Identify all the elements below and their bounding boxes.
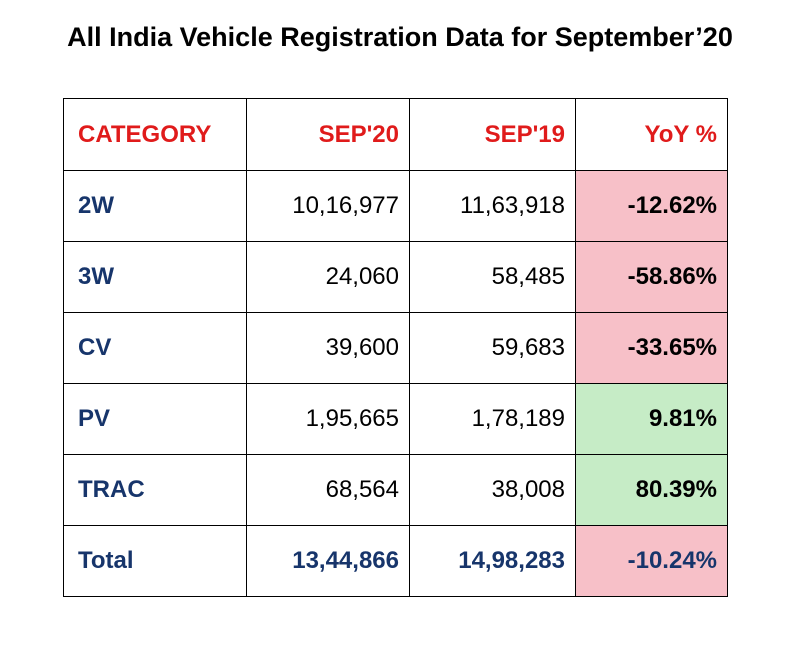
sep20-cell: 1,95,665 [246,383,410,455]
yoy-cell: 80.39% [575,454,728,526]
table-row: TRAC 68,564 38,008 80.39% [63,454,728,526]
sep19-cell: 1,78,189 [409,383,576,455]
header-sep20: SEP'20 [246,98,410,171]
table-header-row: CATEGORY SEP'20 SEP'19 YoY % [63,98,728,171]
sep20-cell: 68,564 [246,454,410,526]
sep19-cell: 58,485 [409,241,576,313]
yoy-cell: 9.81% [575,383,728,455]
page-title: All India Vehicle Registration Data for … [67,22,733,52]
total-sep19: 14,98,283 [409,525,576,597]
table-row: CV 39,600 59,683 -33.65% [63,312,728,384]
header-yoy: YoY % [575,98,728,171]
table-total-row: Total 13,44,866 14,98,283 -10.24% [63,525,728,597]
registration-table: CATEGORY SEP'20 SEP'19 YoY % 2W 10,16,97… [63,98,728,597]
sep19-cell: 11,63,918 [409,170,576,242]
yoy-cell: -33.65% [575,312,728,384]
total-sep20: 13,44,866 [246,525,410,597]
sep20-cell: 24,060 [246,241,410,313]
total-yoy: -10.24% [575,525,728,597]
category-cell: 3W [63,241,247,313]
category-cell: TRAC [63,454,247,526]
sep19-cell: 59,683 [409,312,576,384]
header-category: CATEGORY [63,98,247,171]
category-cell: 2W [63,170,247,242]
category-cell: PV [63,383,247,455]
table-row: 2W 10,16,977 11,63,918 -12.62% [63,170,728,242]
sep19-cell: 38,008 [409,454,576,526]
header-sep19: SEP'19 [409,98,576,171]
total-label: Total [63,525,247,597]
table-row: PV 1,95,665 1,78,189 9.81% [63,383,728,455]
category-cell: CV [63,312,247,384]
table-row: 3W 24,060 58,485 -58.86% [63,241,728,313]
yoy-cell: -58.86% [575,241,728,313]
sep20-cell: 10,16,977 [246,170,410,242]
sep20-cell: 39,600 [246,312,410,384]
yoy-cell: -12.62% [575,170,728,242]
